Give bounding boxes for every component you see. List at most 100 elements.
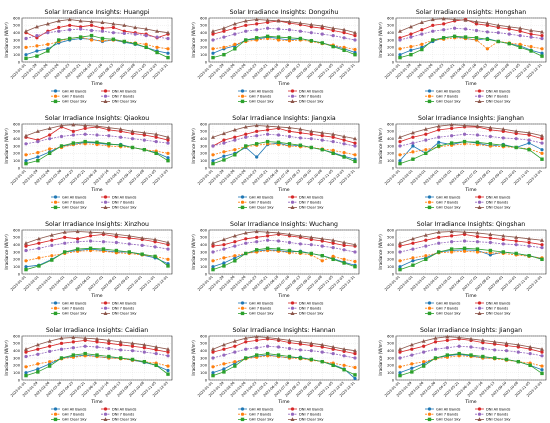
data-point <box>255 235 259 239</box>
data-point <box>222 370 226 374</box>
x-axis-label: Time <box>464 293 476 299</box>
data-point <box>481 354 485 359</box>
data-point <box>36 158 40 163</box>
data-point <box>516 342 521 347</box>
data-point <box>424 132 428 136</box>
legend-marker <box>53 200 58 204</box>
chart-panel-3: Solar Irradiance Insights: Qiaokou 0 100 20… <box>4 115 173 210</box>
data-point <box>398 350 402 354</box>
legend-marker <box>427 89 432 93</box>
data-point <box>276 18 281 23</box>
data-point <box>411 144 415 148</box>
data-point <box>83 344 87 348</box>
y-tick-label: 0 <box>392 60 395 64</box>
data-point <box>244 23 248 27</box>
legend-marker <box>290 311 295 315</box>
data-point <box>433 347 438 351</box>
data-point <box>276 353 281 357</box>
data-point <box>353 348 357 353</box>
data-point <box>424 138 428 142</box>
data-point <box>331 44 335 49</box>
legend-label: DNI All Bands <box>486 407 510 411</box>
data-point <box>408 24 413 29</box>
data-point <box>166 36 170 41</box>
data-point <box>222 141 226 145</box>
y-tick-label: 300 <box>200 250 208 254</box>
legend-label: DNI All Bands <box>486 89 510 93</box>
data-point <box>155 35 159 39</box>
data-point <box>474 36 479 40</box>
legend-marker <box>240 412 245 416</box>
data-point <box>501 143 505 147</box>
legend-label: GHI Clear Sky <box>249 418 274 422</box>
data-point <box>441 16 446 21</box>
chart-title: Solar Irradiance Insights: Xinzhou <box>45 221 149 228</box>
data-point <box>254 123 259 128</box>
y-tick-label: 200 <box>387 258 395 262</box>
data-point <box>83 336 88 340</box>
data-point <box>452 34 457 39</box>
chart-title: Solar Irradiance Insights: Qingshan <box>417 221 525 228</box>
x-axis-label: Time <box>464 81 476 87</box>
data-point <box>47 151 52 156</box>
data-point <box>514 137 518 141</box>
data-point <box>504 357 509 362</box>
series-line <box>399 133 543 147</box>
data-point <box>353 264 357 269</box>
data-point <box>211 51 215 55</box>
legend-marker <box>53 301 58 305</box>
data-point <box>142 350 146 354</box>
data-point <box>276 336 281 341</box>
data-point <box>50 243 54 247</box>
data-point <box>63 235 67 239</box>
legend-marker <box>53 407 58 411</box>
data-point <box>430 17 435 22</box>
data-point <box>441 36 446 40</box>
legend-label: DNI 7 Bands <box>486 307 508 311</box>
data-point <box>59 356 64 360</box>
data-point <box>331 238 336 242</box>
chart-title: Solar Irradiance Insights: Hannan <box>232 327 335 334</box>
y-tick-label: 0 <box>205 60 208 64</box>
data-point <box>254 229 259 234</box>
data-point <box>107 346 111 351</box>
legend-marker <box>240 311 245 316</box>
data-point <box>309 251 314 256</box>
data-point <box>95 345 99 349</box>
data-point <box>244 38 248 42</box>
data-point <box>59 341 64 345</box>
data-point <box>398 29 402 33</box>
data-point <box>71 346 75 350</box>
data-point <box>527 253 531 258</box>
legend-label: DNI Clear Sky <box>112 206 137 210</box>
data-point <box>24 241 28 245</box>
data-point <box>71 133 75 137</box>
data-point <box>244 347 248 351</box>
data-point <box>462 249 467 253</box>
series-line <box>212 345 356 359</box>
y-tick-label: 600 <box>13 122 21 126</box>
legend-label: GHI 7 Bands <box>249 307 271 311</box>
legend-label: GHI Clear Sky <box>436 418 461 422</box>
data-point <box>436 230 441 234</box>
data-point <box>95 140 99 145</box>
data-point <box>118 127 123 131</box>
data-point <box>154 344 159 349</box>
data-point <box>331 363 335 368</box>
legend-marker <box>290 205 295 209</box>
data-point <box>433 336 438 340</box>
data-point <box>89 33 94 38</box>
data-point <box>410 130 415 135</box>
y-axis-label: Irradiance (W/m²) <box>4 340 9 376</box>
data-point <box>114 240 118 245</box>
y-tick-label: 0 <box>18 166 21 170</box>
data-point <box>411 141 415 145</box>
data-point <box>211 159 215 163</box>
data-point <box>24 371 28 375</box>
legend-marker <box>477 407 482 411</box>
data-point <box>287 134 292 139</box>
data-point <box>111 21 116 26</box>
data-point <box>540 257 544 262</box>
data-point <box>46 49 50 53</box>
data-point <box>88 234 93 238</box>
